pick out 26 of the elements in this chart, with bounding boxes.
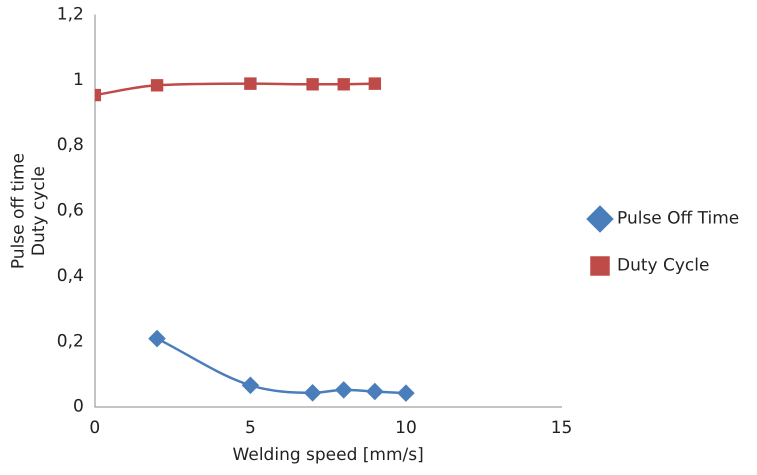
- y-tick-label: 1: [73, 70, 84, 90]
- x-axis-title: Welding speed [mm/s]: [232, 445, 424, 466]
- x-tick-label: 15: [550, 418, 572, 438]
- point: [150, 79, 164, 92]
- point: [366, 383, 384, 400]
- legend-label: Duty Cycle: [617, 255, 710, 276]
- y-tick-label: 0,2: [56, 331, 84, 352]
- y-tick-label: 0,4: [56, 266, 84, 286]
- point: [335, 382, 352, 398]
- point: [306, 78, 319, 90]
- point: [304, 384, 321, 402]
- point: [338, 78, 350, 90]
- x-tick-label: 5: [244, 418, 256, 438]
- point: [148, 330, 166, 347]
- legend-label: Pulse Off Time: [617, 208, 740, 228]
- x-tick-label: 0: [89, 418, 100, 438]
- point: [244, 77, 257, 90]
- point: [368, 77, 382, 90]
- point: [398, 384, 414, 402]
- y-axis-title: Pulse off time Duty cycle: [8, 153, 50, 270]
- point: [242, 377, 259, 394]
- y-tick-label: 0,8: [56, 135, 84, 156]
- x-tick-label: 10: [395, 418, 417, 438]
- y-tick-label: 0,6: [56, 200, 84, 221]
- y-tick-label: 1,2: [56, 4, 84, 24]
- y-tick-label: 0: [73, 396, 84, 417]
